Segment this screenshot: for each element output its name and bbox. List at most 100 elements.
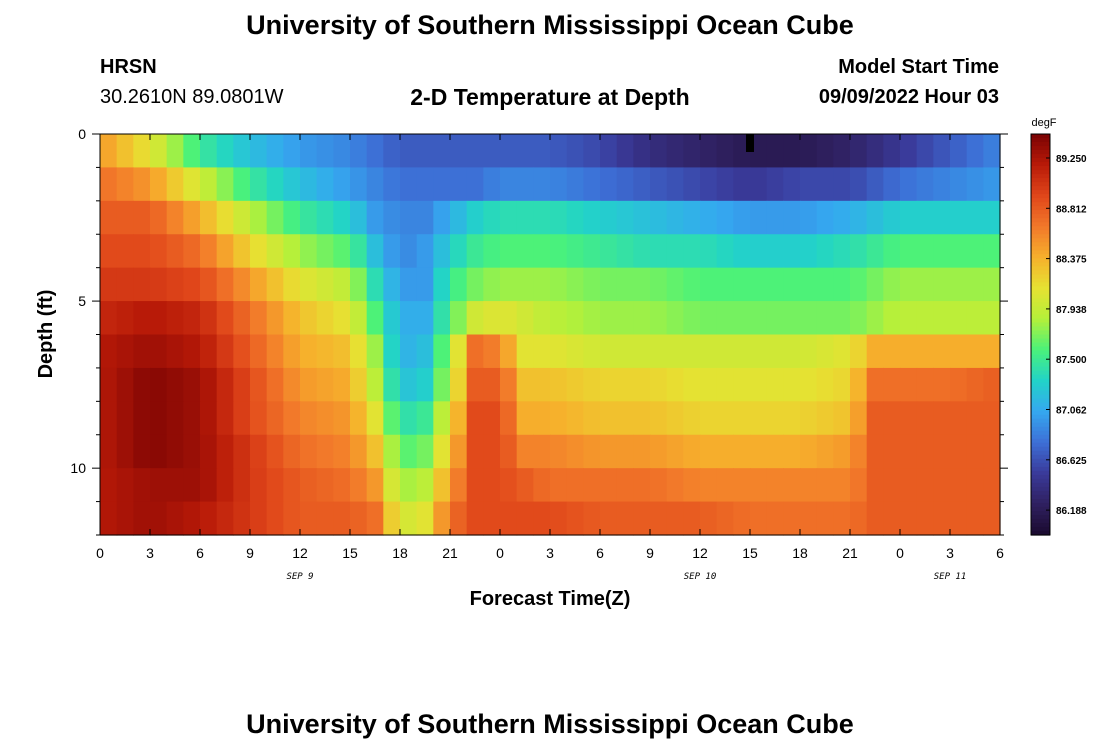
heatmap-cell (233, 501, 251, 536)
heatmap-cell (500, 468, 518, 503)
heatmap-cell (633, 401, 651, 436)
heatmap-cell (233, 267, 251, 302)
heatmap-cell (983, 301, 1001, 336)
heatmap-cell (716, 501, 734, 536)
heatmap-cell (216, 167, 234, 202)
heatmap-cell (650, 234, 668, 269)
heatmap-cell (250, 434, 268, 469)
heatmap-cell (666, 501, 684, 536)
heatmap-cell (950, 434, 968, 469)
colorbar-tick-label: 88.375 (1056, 255, 1087, 266)
heatmap-cell (433, 200, 451, 235)
heatmap-cell (516, 367, 534, 402)
heatmap-cell (483, 167, 501, 202)
heatmap-cell (583, 334, 601, 369)
heatmap-cell (766, 367, 784, 402)
colorbar-segment (1031, 354, 1050, 360)
heatmap-cell (566, 267, 584, 302)
heatmap-cell (883, 367, 901, 402)
heatmap-cell (350, 468, 368, 503)
heatmap-cell (500, 167, 518, 202)
colorbar-segment (1031, 326, 1050, 332)
colorbar-segment (1031, 346, 1050, 352)
colorbar-segment (1031, 222, 1050, 227)
heatmap-cell (116, 200, 134, 235)
heatmap-cell (633, 434, 651, 469)
colorbar-segment (1031, 286, 1050, 291)
colorbar-segment (1031, 278, 1050, 283)
heatmap-cell (200, 301, 218, 336)
heatmap-cell (283, 401, 301, 436)
heatmap-cell (150, 301, 168, 336)
heatmap-cell (433, 434, 451, 469)
heatmap-cell (650, 301, 668, 336)
colorbar-segment (1031, 386, 1050, 392)
heatmap-cell (700, 401, 718, 436)
colorbar-segment (1031, 242, 1050, 247)
colorbar-segment (1031, 482, 1050, 488)
heatmap-cell (166, 501, 184, 536)
x-tick-label: 3 (146, 545, 154, 561)
heatmap-cell (866, 468, 884, 503)
colorbar-segment (1031, 246, 1050, 251)
colorbar-segment (1031, 146, 1050, 151)
heatmap-cell (833, 468, 851, 503)
heatmap-cell (300, 167, 318, 202)
heatmap-cell (350, 501, 368, 536)
heatmap-cell (250, 234, 268, 269)
heatmap-cell (500, 434, 518, 469)
heatmap-cell (516, 301, 534, 336)
heatmap-cell (983, 167, 1001, 202)
heatmap-cell (916, 501, 934, 536)
heatmap-cell (200, 134, 218, 169)
date-label: SEP 10 (684, 572, 717, 582)
heatmap-cell (283, 367, 301, 402)
colorbar-segment (1031, 210, 1050, 215)
heatmap-cell (166, 367, 184, 402)
heatmap-cell (933, 434, 951, 469)
heatmap-cell (833, 234, 851, 269)
heatmap-cell (500, 301, 518, 336)
colorbar-segment (1031, 218, 1050, 223)
heatmap-cell (633, 334, 651, 369)
heatmap-cell (283, 234, 301, 269)
heatmap-cell (700, 334, 718, 369)
heatmap-cell (650, 401, 668, 436)
heatmap-cell (933, 301, 951, 336)
heatmap-cell (783, 134, 801, 169)
heatmap-cell (816, 367, 834, 402)
heatmap-cell (533, 267, 551, 302)
heatmap-cell (633, 301, 651, 336)
heatmap-cell (266, 234, 284, 269)
heatmap-cell (266, 367, 284, 402)
heatmap-cell (200, 200, 218, 235)
heatmap-cell (333, 401, 351, 436)
heatmap-cell (750, 468, 768, 503)
colorbar-frame (1030, 133, 1051, 536)
heatmap-cell (783, 501, 801, 536)
heatmap-cell (716, 167, 734, 202)
heatmap-cell (166, 434, 184, 469)
heatmap-cell (883, 267, 901, 302)
heatmap-cell (316, 434, 334, 469)
heatmap-cell (116, 301, 134, 336)
colorbar-segment (1031, 530, 1050, 536)
colorbar-segment (1031, 202, 1050, 207)
heatmap-cell (266, 434, 284, 469)
heatmap-cell (516, 167, 534, 202)
heatmap-cell (216, 334, 234, 369)
heatmap-cell (350, 200, 368, 235)
colorbar-segment (1031, 334, 1050, 340)
heatmap-cell (450, 301, 468, 336)
heatmap-cell (683, 234, 701, 269)
heatmap-cell (850, 334, 868, 369)
heatmap-cell (183, 334, 201, 369)
heatmap-cell (266, 167, 284, 202)
colorbar-segment (1031, 150, 1050, 155)
heatmap-cell (833, 167, 851, 202)
heatmap-cell (216, 468, 234, 503)
heatmap-cell (700, 301, 718, 336)
heatmap-cell (600, 167, 618, 202)
colorbar-segment (1031, 526, 1050, 532)
heatmap-cell (933, 468, 951, 503)
